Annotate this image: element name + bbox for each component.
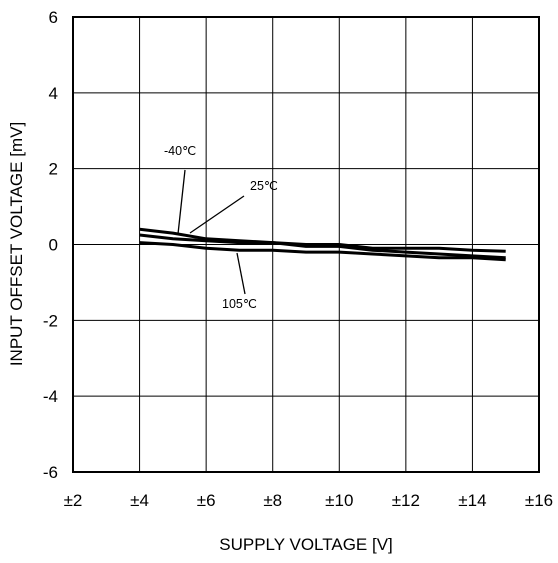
series-line-1	[139, 233, 506, 260]
y-tick-label: -6	[43, 463, 58, 482]
x-tick-label: ±16	[525, 491, 553, 510]
y-tick-label: 6	[49, 8, 58, 27]
x-tick-label: ±10	[325, 491, 353, 510]
series-line-0	[139, 227, 506, 253]
x-tick-label: ±2	[64, 491, 83, 510]
x-tick-label: ±8	[263, 491, 282, 510]
x-tick-label: ±12	[392, 491, 420, 510]
series-layer	[139, 227, 506, 262]
leader-line--40c	[177, 169, 186, 235]
annotation-layer: -40℃ 25℃ 105℃	[164, 144, 278, 311]
x-tick-label: ±6	[197, 491, 216, 510]
y-tick-label: 2	[49, 160, 58, 179]
y-tick-label: 4	[49, 84, 58, 103]
annotation--40c: -40℃	[164, 144, 196, 158]
y-tick-label: -4	[43, 387, 58, 406]
x-tick-label: ±14	[458, 491, 486, 510]
leader-line-25c	[189, 195, 245, 234]
annotation-105c: 105℃	[222, 297, 257, 311]
annotation-25c: 25℃	[250, 179, 278, 193]
y-axis-title: INPUT OFFSET VOLTAGE [mV]	[7, 122, 26, 366]
leader-line-105c	[236, 252, 246, 295]
y-tick-label: 0	[49, 236, 58, 255]
x-axis-title: SUPPLY VOLTAGE [V]	[219, 535, 393, 554]
plot-frame	[72, 16, 540, 473]
tick-label-layer: ±2 ±4 ±6 ±8 ±10 ±12 ±14 ±16 -6 -4 -2 0 2 4 6	[43, 8, 553, 510]
series-line-2	[139, 241, 506, 262]
y-tick-label: -2	[43, 311, 58, 330]
x-tick-label: ±4	[130, 491, 149, 510]
